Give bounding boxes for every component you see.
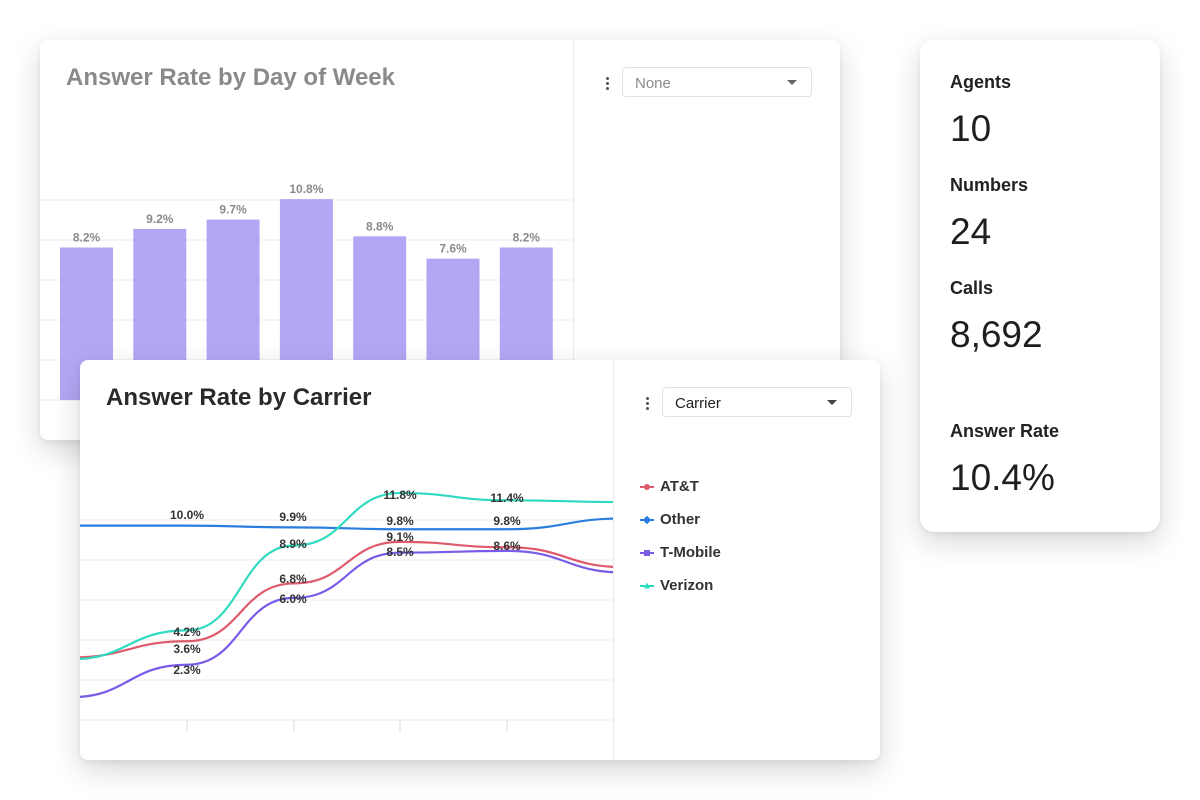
chevron-down-icon bbox=[787, 80, 797, 85]
calls-label: Calls bbox=[950, 278, 994, 298]
carrier-chart-title: Answer Rate by Carrier bbox=[106, 384, 372, 411]
series-line bbox=[80, 549, 613, 698]
chevron-down-icon bbox=[827, 400, 837, 405]
legend-label: Verizon bbox=[660, 577, 714, 594]
day-chart-menu-icon[interactable] bbox=[606, 77, 610, 91]
calls-value: 8,692 bbox=[950, 314, 1043, 355]
carrier-chart-menu-icon[interactable] bbox=[646, 397, 650, 411]
line-value-label: 11.8% bbox=[383, 488, 417, 502]
agents-value: 10 bbox=[950, 108, 992, 149]
line-value-label: 2.3% bbox=[173, 663, 201, 677]
series-line bbox=[80, 540, 613, 659]
line-value-label: 4.2% bbox=[173, 625, 201, 639]
numbers-label: Numbers bbox=[950, 175, 1029, 195]
line-value-label: 9.8% bbox=[493, 514, 521, 528]
bar-value-label: 7.6% bbox=[439, 242, 467, 256]
carrier-chart-group-dropdown[interactable]: Carrier bbox=[662, 387, 852, 417]
bar-value-label: 10.8% bbox=[289, 182, 323, 196]
day-chart-group-dropdown[interactable]: None bbox=[622, 67, 812, 97]
legend-marker-icon bbox=[640, 514, 654, 526]
line-value-label: 6.8% bbox=[279, 572, 307, 586]
bar-value-label: 8.2% bbox=[513, 230, 541, 244]
bar-value-label: 9.7% bbox=[219, 203, 247, 217]
series-line bbox=[80, 517, 613, 531]
legend-label: AT&T bbox=[660, 478, 699, 495]
legend-item-tmobile[interactable]: T-Mobile bbox=[640, 536, 721, 569]
answer-rate-value: 10.4% bbox=[950, 457, 1055, 498]
carrier-chart-dropdown-value: Carrier bbox=[675, 395, 721, 412]
line-value-label: 9.9% bbox=[279, 510, 307, 524]
bar-value-label: 8.8% bbox=[366, 219, 394, 233]
legend-item-att[interactable]: AT&T bbox=[640, 470, 721, 503]
carrier-chart-divider bbox=[613, 360, 614, 760]
line-value-label: 8.9% bbox=[279, 537, 307, 551]
legend-item-other[interactable]: Other bbox=[640, 503, 721, 536]
line-value-label: 8.5% bbox=[386, 545, 414, 559]
line-value-label: 3.6% bbox=[173, 642, 201, 656]
carrier-line-chart: 10.0% 9.9% 9.8% 9.8% 11.8% 11.4% 8.9% 9.1%8.5% 8… bbox=[80, 488, 613, 732]
legend-item-verizon[interactable]: Verizon bbox=[640, 569, 721, 602]
legend-marker-icon bbox=[640, 580, 654, 592]
line-value-label: 10.0% bbox=[170, 508, 204, 522]
line-value-label: 6.0% bbox=[279, 592, 307, 606]
carrier-legend: AT&T Other T-Mobile Verizon bbox=[640, 470, 721, 602]
legend-marker-icon bbox=[640, 547, 654, 559]
legend-label: Other bbox=[660, 511, 701, 528]
bar-value-label: 8.2% bbox=[73, 230, 101, 244]
day-chart-divider bbox=[573, 40, 574, 440]
line-value-label: 11.4% bbox=[490, 491, 524, 505]
agents-label: Agents bbox=[950, 72, 1012, 92]
line-value-label: 9.1% bbox=[386, 530, 414, 544]
series-line bbox=[80, 491, 613, 661]
line-value-label: 9.8% bbox=[386, 514, 414, 528]
legend-label: T-Mobile bbox=[660, 544, 721, 561]
legend-marker-icon bbox=[640, 481, 654, 493]
day-chart-dropdown-value: None bbox=[635, 75, 671, 92]
line-value-label: 8.6% bbox=[493, 539, 521, 553]
numbers-value: 24 bbox=[950, 211, 992, 252]
answer-rate-label: Answer Rate bbox=[950, 421, 1060, 441]
stats-card: Agents 10 Numbers 24 Calls 8,692 Answer … bbox=[920, 40, 1160, 532]
day-chart-title: Answer Rate by Day of Week bbox=[66, 64, 396, 91]
bar-value-label: 9.2% bbox=[146, 212, 174, 226]
carrier-card: Answer Rate by Carrier 10.0% 9.9% 9.8% 9.8%… bbox=[80, 360, 880, 760]
